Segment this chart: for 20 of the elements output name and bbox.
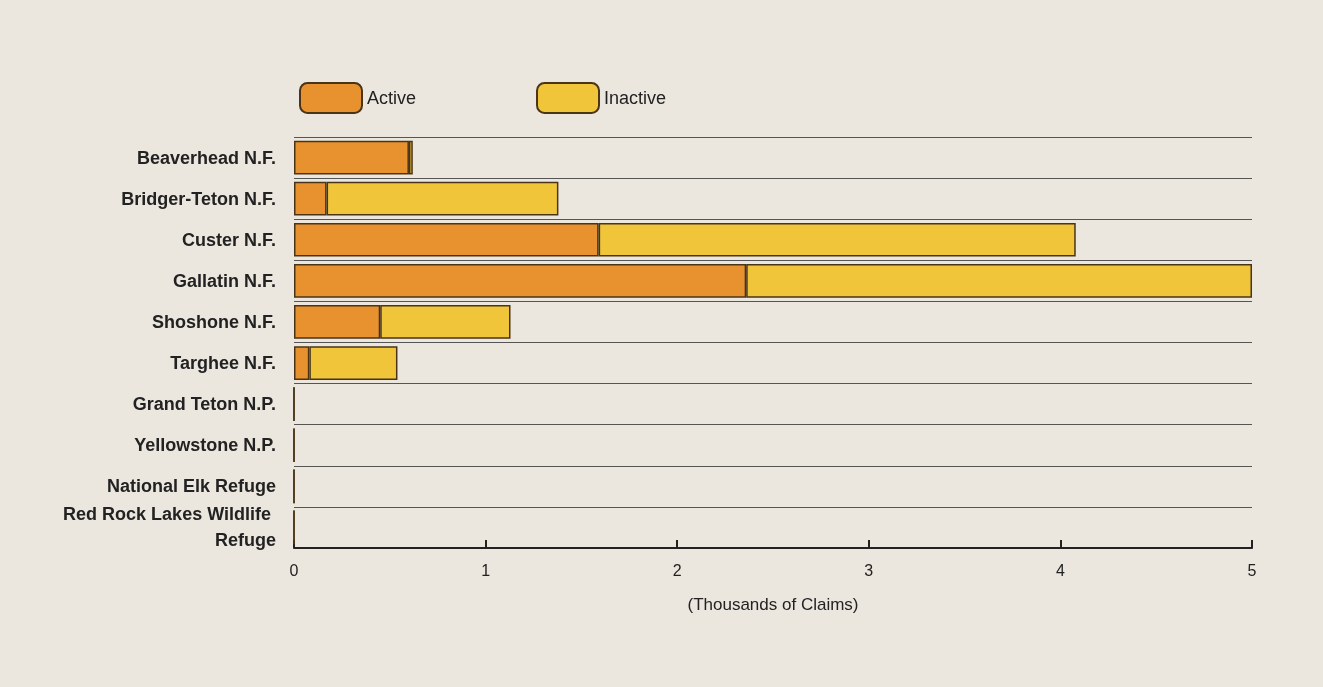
x-tick-label: 0 bbox=[289, 561, 299, 579]
y-tick-label: Targhee N.F. bbox=[170, 353, 276, 374]
bar bbox=[294, 140, 409, 175]
x-tick-label: 3 bbox=[864, 561, 874, 579]
y-tick-label: Grand Teton N.P. bbox=[132, 394, 276, 415]
y-tick-label: Red Rock Lakes Wildlife Refuge bbox=[63, 504, 276, 551]
x-axis-title: (Thousands of Claims) bbox=[687, 595, 859, 614]
x-tick-label: 1 bbox=[481, 561, 491, 579]
x-tick-label: 2 bbox=[672, 561, 682, 579]
y-tick-label: National Elk Refuge bbox=[106, 476, 276, 497]
y-tick-label: Yellowstone N.P. bbox=[134, 435, 276, 456]
y-tick-label: Beaverhead N.F. bbox=[136, 147, 276, 168]
x-tick-label: 4 bbox=[1055, 561, 1065, 579]
y-tick-label: Gallatin N.F. bbox=[172, 270, 276, 291]
legend-label: Active bbox=[367, 88, 417, 108]
x-tick-label: 5 bbox=[1247, 561, 1257, 579]
y-tick-label: Custer N.F. bbox=[181, 229, 276, 250]
y-tick-label: Bridger-Teton N.F. bbox=[121, 188, 276, 209]
legend-label: Inactive bbox=[604, 88, 667, 108]
y-tick-label: Shoshone N.F. bbox=[151, 311, 276, 332]
